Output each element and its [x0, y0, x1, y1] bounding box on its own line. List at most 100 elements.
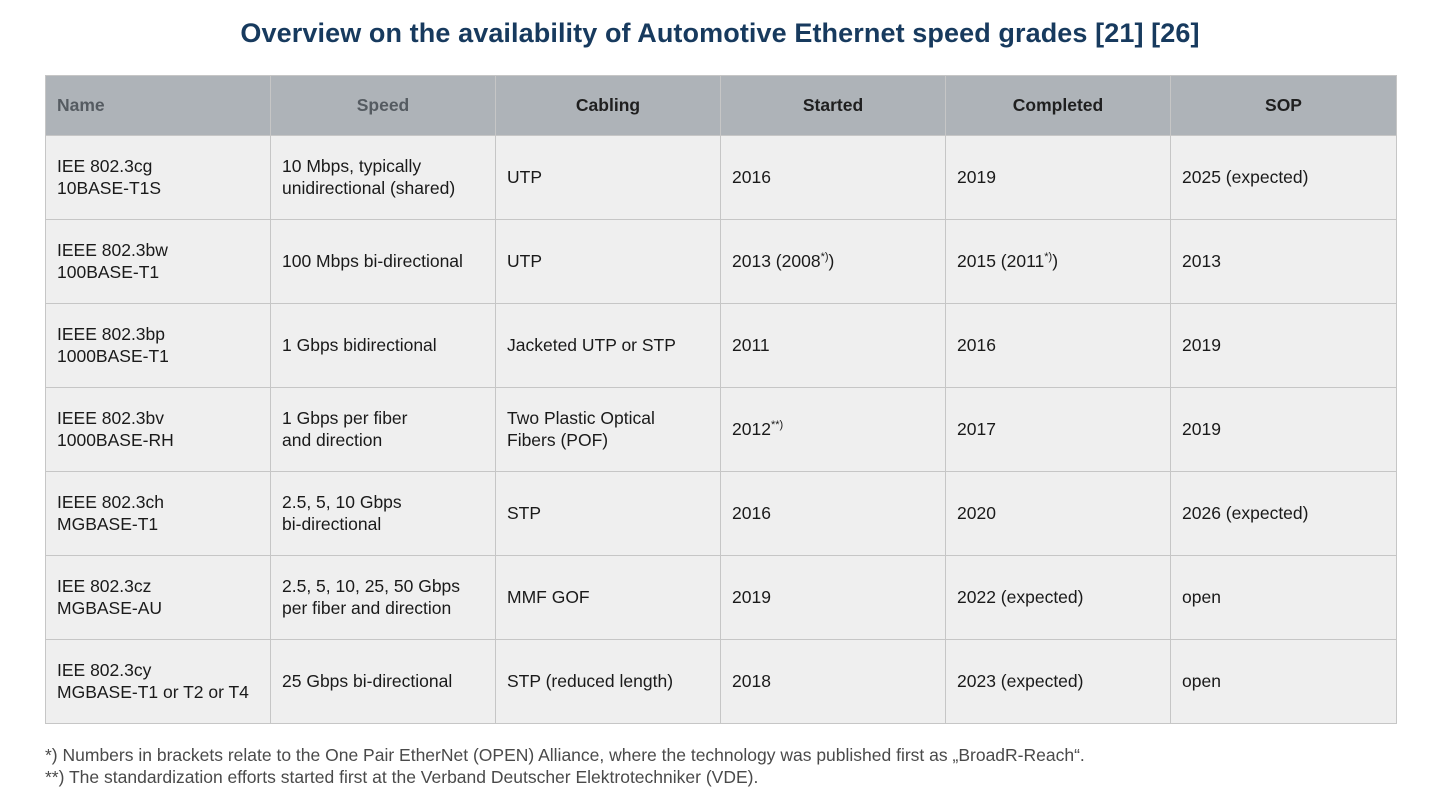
table-row: IEE 802.3cy MGBASE-T1 or T2 or T4 25 Gbps … [45, 639, 1397, 724]
sop-value: open [1182, 586, 1221, 607]
cell-cabling: STP (reduced length) [495, 639, 721, 724]
column-header-cabling: Cabling [495, 75, 721, 136]
name-phy: 10BASE-T1S [57, 177, 162, 198]
name-standard: IEEE 802.3ch [57, 492, 165, 512]
cell-cabling: Two Plastic Optical Fibers (POF) [495, 387, 721, 472]
footnote-2: **) The standardization efforts started … [45, 767, 759, 787]
speed-line-1: 100 Mbps bi-directional [282, 250, 463, 271]
completed-value: 2016 [957, 334, 996, 355]
name-phy: 1000BASE-T1 [57, 345, 169, 366]
sop-value: 2026 (expected) [1182, 502, 1309, 523]
cell-sop: 2025 (expected) [1170, 135, 1397, 220]
cell-started: 2018 [720, 639, 946, 724]
speed-line-2: unidirectional (shared) [282, 177, 456, 198]
cell-name: IEEE 802.3ch MGBASE-T1 [45, 471, 271, 556]
completed-value: 2023 (expected) [957, 670, 1084, 691]
completed-value: 2020 [957, 502, 996, 523]
started-value: 2019 [732, 586, 771, 607]
cell-started: 2016 [720, 471, 946, 556]
table-row: IEE 802.3cg 10BASE-T1S 10 Mbps, typically u… [45, 135, 1397, 220]
completed-value: 2017 [957, 418, 996, 439]
cell-started: 2012**) [720, 387, 946, 472]
cell-sop: open [1170, 555, 1397, 640]
speed-line-1: 10 Mbps, typically [282, 156, 422, 176]
table-row: IEEE 802.3bv 1000BASE-RH 1 Gbps per fiber a… [45, 387, 1397, 472]
speed-line-1: 2.5, 5, 10 Gbps [282, 492, 402, 512]
cabling-line-1: STP [507, 502, 542, 523]
table-row: IEE 802.3cz MGBASE-AU 2.5, 5, 10, 25, 50 G… [45, 555, 1397, 640]
sop-value: 2025 (expected) [1182, 166, 1309, 187]
cabling-line-1: Jacketed UTP or STP [507, 334, 676, 355]
cell-completed: 2022 (expected) [945, 555, 1171, 640]
cell-cabling: MMF GOF [495, 555, 721, 640]
column-header-sop: SOP [1170, 75, 1397, 136]
cell-cabling: STP [495, 471, 721, 556]
name-standard: IEE 802.3cy [57, 660, 152, 680]
name-phy: MGBASE-T1 [57, 513, 159, 534]
cell-name: IEE 802.3cz MGBASE-AU [45, 555, 271, 640]
started-footnote-mark: **) [770, 418, 784, 431]
cell-name: IEEE 802.3bw 100BASE-T1 [45, 219, 271, 304]
cell-sop: 2013 [1170, 219, 1397, 304]
cell-sop: 2019 [1170, 387, 1397, 472]
cell-name: IEE 802.3cg 10BASE-T1S [45, 135, 271, 220]
cell-speed: 1 Gbps bidirectional [270, 303, 496, 388]
sop-value: open [1182, 670, 1221, 691]
name-standard: IEEE 802.3bv [57, 408, 165, 428]
speed-line-1: 1 Gbps bidirectional [282, 334, 437, 355]
started-value: 2018 [732, 670, 771, 691]
table-row: IEEE 802.3bw 100BASE-T1 100 Mbps bi-direct… [45, 219, 1397, 304]
page-title: Overview on the availability of Automoti… [240, 18, 1200, 48]
cell-started: 2019 [720, 555, 946, 640]
cell-completed: 2023 (expected) [945, 639, 1171, 724]
table-row: IEEE 802.3bp 1000BASE-T1 1 Gbps bidirectio… [45, 303, 1397, 388]
cell-name: IEEE 802.3bp 1000BASE-T1 [45, 303, 271, 388]
speed-line-2: and direction [282, 429, 383, 450]
cell-started: 2013 (2008*)) [720, 219, 946, 304]
cell-speed: 2.5, 5, 10 Gbps bi-directional [270, 471, 496, 556]
cabling-line-1: UTP [507, 166, 542, 187]
table-body: IEE 802.3cg 10BASE-T1S 10 Mbps, typically u… [45, 135, 1397, 724]
name-phy: 100BASE-T1 [57, 261, 160, 282]
started-suffix: ) [828, 250, 835, 271]
cell-completed: 2020 [945, 471, 1171, 556]
completed-value: 2019 [957, 166, 996, 187]
cell-completed: 2016 [945, 303, 1171, 388]
column-header-name: Name [45, 75, 271, 136]
column-header-speed: Speed [270, 75, 496, 136]
sop-value: 2019 [1182, 418, 1221, 439]
completed-footnote-mark: *) [1044, 250, 1053, 263]
name-standard: IEEE 802.3bw [57, 240, 168, 260]
completed-value: 2022 (expected) [957, 586, 1084, 607]
column-header-completed: Completed [945, 75, 1171, 136]
started-value: 2011 [732, 334, 770, 355]
cell-started: 2016 [720, 135, 946, 220]
cell-speed: 25 Gbps bi-directional [270, 639, 496, 724]
started-value: 2012 [732, 418, 771, 439]
cell-sop: open [1170, 639, 1397, 724]
name-standard: IEE 802.3cz [57, 576, 152, 596]
name-standard: IEE 802.3cg [57, 156, 153, 176]
cabling-line-2: Fibers (POF) [507, 429, 609, 450]
cell-completed: 2015 (2011*)) [945, 219, 1171, 304]
column-header-started: Started [720, 75, 946, 136]
cell-sop: 2026 (expected) [1170, 471, 1397, 556]
cell-completed: 2017 [945, 387, 1171, 472]
name-phy: 1000BASE-RH [57, 429, 174, 450]
sop-value: 2013 [1182, 250, 1221, 271]
cell-cabling: Jacketed UTP or STP [495, 303, 721, 388]
footnote-1: *) Numbers in brackets relate to the One… [45, 745, 1085, 765]
cabling-line-1: MMF GOF [507, 586, 590, 607]
cabling-line-1: UTP [507, 250, 542, 271]
started-value: 2016 [732, 502, 771, 523]
speed-line-1: 25 Gbps bi-directional [282, 670, 453, 691]
speed-grades-table: Name Speed Cabling Started Completed SOP… [45, 75, 1397, 724]
started-footnote-mark: *) [820, 250, 829, 263]
name-phy: MGBASE-T1 or T2 or T4 [57, 681, 249, 702]
cell-name: IEE 802.3cy MGBASE-T1 or T2 or T4 [45, 639, 271, 724]
cell-speed: 2.5, 5, 10, 25, 50 Gbps per fiber and dir… [270, 555, 496, 640]
table-header-row: Name Speed Cabling Started Completed SOP [45, 75, 1397, 136]
started-value: 2013 (2008 [732, 250, 821, 271]
footnotes: *) Numbers in brackets relate to the One… [45, 744, 1085, 788]
speed-line-1: 1 Gbps per fiber [282, 408, 408, 428]
